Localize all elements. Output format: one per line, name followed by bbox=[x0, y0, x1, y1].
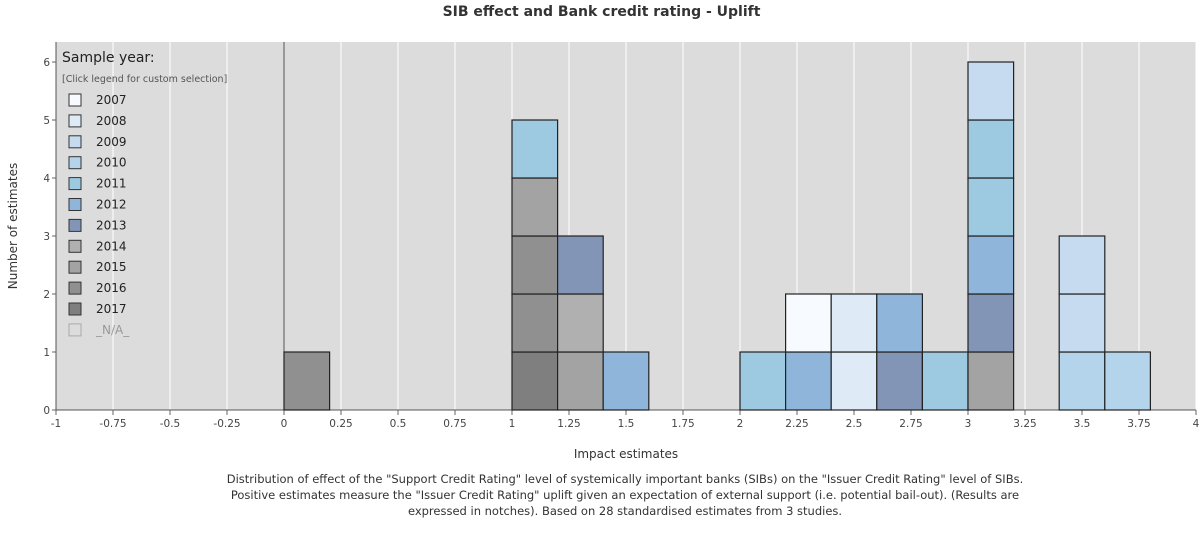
x-tick-label: -0.75 bbox=[99, 418, 126, 430]
legend-item-label[interactable]: 2016 bbox=[96, 281, 127, 295]
histogram-bar-segment[interactable] bbox=[967, 351, 1015, 411]
histogram-bar-segment[interactable] bbox=[830, 293, 878, 353]
legend-swatch[interactable] bbox=[68, 302, 82, 316]
histogram-bar-segment[interactable] bbox=[876, 293, 923, 353]
histogram-bar-segment[interactable] bbox=[967, 119, 1015, 179]
legend-swatch[interactable] bbox=[68, 93, 82, 107]
chart-caption: Distribution of effect of the "Support C… bbox=[226, 472, 1024, 518]
legend-swatch[interactable] bbox=[68, 239, 82, 253]
chart-title: SIB effect and Bank credit rating - Upli… bbox=[442, 4, 761, 20]
x-tick-label: 4 bbox=[1193, 418, 1200, 430]
histogram-bar-segment[interactable] bbox=[283, 351, 331, 411]
legend-item-label[interactable]: 2017 bbox=[96, 302, 127, 316]
histogram-bar-segment[interactable] bbox=[967, 235, 1015, 295]
histogram-bar-segment[interactable] bbox=[556, 293, 604, 353]
legend-item-label[interactable]: 2010 bbox=[96, 156, 127, 170]
histogram-bar-segment[interactable] bbox=[1104, 351, 1152, 411]
x-tick-label: 2.25 bbox=[785, 418, 808, 430]
histogram-bar-segment[interactable] bbox=[784, 293, 832, 353]
x-tick-label: 0 bbox=[281, 418, 288, 430]
legend-subtitle: [Click legend for custom selection] bbox=[62, 74, 227, 85]
histogram-bar-segment[interactable] bbox=[739, 351, 787, 411]
x-tick-label: 2.75 bbox=[899, 418, 922, 430]
legend-item-label[interactable]: 2011 bbox=[96, 177, 127, 191]
x-tick-label: 3.75 bbox=[1127, 418, 1150, 430]
legend-swatch[interactable] bbox=[68, 281, 82, 295]
histogram-bar-segment[interactable] bbox=[967, 177, 1015, 237]
legend-swatch[interactable] bbox=[68, 135, 82, 149]
y-tick-label: 3 bbox=[43, 231, 50, 243]
x-tick-label: 3.5 bbox=[1074, 418, 1091, 430]
legend-swatch[interactable] bbox=[68, 177, 82, 191]
x-tick-label: 3.25 bbox=[1013, 418, 1036, 430]
y-tick-label: 0 bbox=[43, 405, 50, 417]
y-tick-label: 1 bbox=[43, 347, 50, 359]
histogram-bar-segment[interactable] bbox=[830, 351, 878, 411]
histogram-bar-segment[interactable] bbox=[511, 177, 559, 237]
y-tick-label: 2 bbox=[43, 289, 50, 301]
x-tick-label: 0.25 bbox=[329, 418, 352, 430]
x-tick-label: 2 bbox=[737, 418, 744, 430]
x-tick-label: 0.5 bbox=[390, 418, 407, 430]
x-tick-label: 0.75 bbox=[443, 418, 466, 430]
legend-swatch[interactable] bbox=[68, 114, 82, 128]
histogram-bar-segment[interactable] bbox=[784, 351, 832, 411]
legend-item-label[interactable]: 2008 bbox=[96, 114, 127, 128]
histogram-bar-segment[interactable] bbox=[967, 61, 1015, 121]
legend-item-label[interactable]: 2015 bbox=[96, 260, 127, 274]
legend-item-label[interactable]: 2013 bbox=[96, 218, 127, 232]
y-tick-label: 6 bbox=[43, 57, 50, 69]
x-tick-label: -0.5 bbox=[160, 418, 181, 430]
histogram-bar-segment[interactable] bbox=[511, 235, 559, 295]
legend-swatch[interactable] bbox=[68, 198, 82, 211]
legend-title: Sample year: bbox=[62, 50, 155, 66]
x-tick-label: 1.75 bbox=[671, 418, 694, 430]
x-tick-label: 1.25 bbox=[557, 418, 580, 430]
x-tick-label: 1 bbox=[509, 418, 516, 430]
histogram-bar-segment[interactable] bbox=[511, 351, 559, 411]
x-tick-label: 1.5 bbox=[618, 418, 635, 430]
y-axis-title: Number of estimates bbox=[6, 163, 20, 289]
histogram-bar-segment[interactable] bbox=[967, 293, 1015, 353]
x-tick-label: -0.25 bbox=[213, 418, 240, 430]
histogram-bar-segment[interactable] bbox=[511, 293, 559, 353]
legend-item-label[interactable]: _N/A_ bbox=[95, 323, 130, 337]
legend-swatch[interactable] bbox=[68, 260, 82, 274]
x-axis-title: Impact estimates bbox=[574, 447, 678, 461]
histogram-bar-segment[interactable] bbox=[921, 351, 969, 411]
x-tick-label: 3 bbox=[965, 418, 972, 430]
histogram-bar-segment[interactable] bbox=[1058, 235, 1106, 295]
x-tick-label: 2.5 bbox=[846, 418, 863, 430]
legend-swatch[interactable] bbox=[68, 156, 82, 170]
legend-swatch[interactable] bbox=[68, 218, 82, 232]
legend-item-label[interactable]: 2009 bbox=[96, 135, 127, 149]
legend-item-label[interactable]: 2014 bbox=[96, 239, 127, 253]
histogram-bar-segment[interactable] bbox=[602, 351, 650, 411]
histogram-bar-segment[interactable] bbox=[511, 119, 559, 179]
y-tick-label: 4 bbox=[43, 173, 50, 185]
legend-item-label[interactable]: 2007 bbox=[96, 93, 127, 107]
x-tick-label: -1 bbox=[51, 418, 61, 430]
legend-swatch[interactable] bbox=[68, 323, 82, 337]
histogram-bar-segment[interactable] bbox=[1058, 293, 1106, 353]
y-tick-label: 5 bbox=[43, 115, 50, 127]
histogram-bar-segment[interactable] bbox=[556, 235, 604, 295]
histogram-bar-segment[interactable] bbox=[556, 351, 604, 411]
histogram-bar-segment[interactable] bbox=[1058, 351, 1106, 411]
histogram-bar-segment[interactable] bbox=[876, 351, 923, 411]
legend-item-label[interactable]: 2012 bbox=[96, 198, 127, 212]
